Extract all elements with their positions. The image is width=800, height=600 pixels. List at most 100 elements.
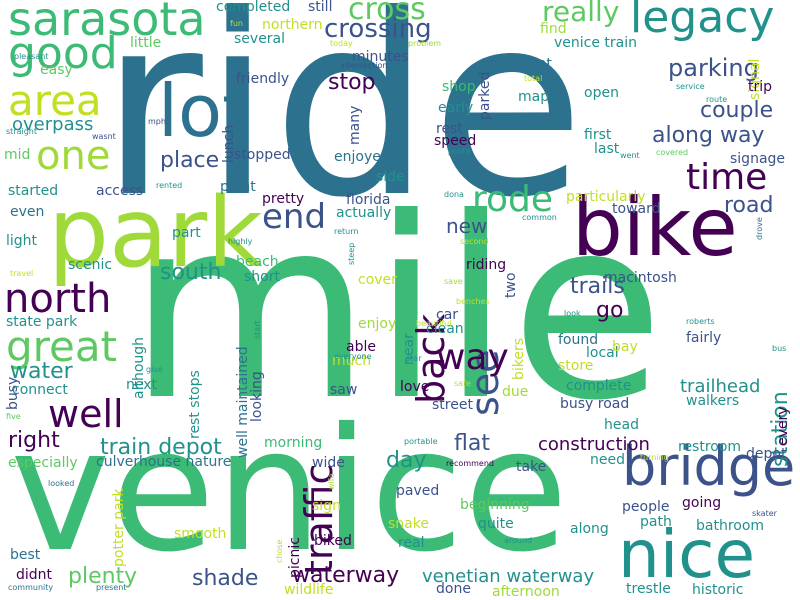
word-time: time <box>686 157 768 198</box>
word-present: present <box>96 583 127 592</box>
word-great: great <box>6 322 118 371</box>
word-plenty: plenty <box>68 564 138 589</box>
word-toward: toward <box>612 201 661 217</box>
word-day: day <box>386 448 427 473</box>
word-fun: fun <box>230 19 243 28</box>
word-look: look <box>564 309 581 318</box>
word-way: way <box>436 337 509 378</box>
word-star: star <box>406 354 422 363</box>
word-love: love <box>400 379 430 395</box>
word-take: take <box>516 459 547 475</box>
word-local: local <box>586 345 619 361</box>
word-venetian-waterway: venetian waterway <box>422 566 595 587</box>
word-light: light <box>6 233 38 249</box>
word-route: route <box>706 95 728 104</box>
word-second: second <box>460 237 489 246</box>
word-restroom: restroom <box>678 439 742 455</box>
word-speed: speed <box>434 133 477 149</box>
word-parking: parking <box>668 54 759 82</box>
word-go: go <box>596 298 624 323</box>
word-busy-road: busy road <box>560 396 630 412</box>
word-intersection: intersection <box>340 61 388 70</box>
word-park: park <box>48 177 263 289</box>
word-bikers: bikers <box>511 338 527 381</box>
word-cross: cross <box>348 0 426 27</box>
word-done: done <box>436 581 471 597</box>
word-enjoy: enjoy <box>358 316 397 332</box>
word-train-depot: train depot <box>100 435 222 460</box>
word-overpass: overpass <box>12 114 94 135</box>
word-clean: clean <box>426 321 464 337</box>
word-along: along <box>570 521 609 537</box>
word-going: going <box>682 495 722 511</box>
word-even: even <box>10 204 45 220</box>
word-legacy: legacy <box>630 0 775 43</box>
word-several: several <box>234 31 286 47</box>
word-minutes: minutes <box>352 49 409 65</box>
word-straight: straight <box>6 127 38 136</box>
word-parked: parked <box>477 71 493 121</box>
word-total: total <box>524 74 543 83</box>
word-start: start <box>253 320 262 339</box>
word-five: five <box>6 412 21 421</box>
word-construction: construction <box>538 434 650 455</box>
word-wide: wide <box>312 455 345 471</box>
word-street: street <box>432 397 473 413</box>
word-lot: lot <box>158 69 251 153</box>
word-trailhead: trailhead <box>680 376 761 397</box>
word-historic: historic <box>692 582 744 598</box>
word-polite: polite <box>448 147 471 156</box>
word-wasnt: wasnt <box>92 132 116 141</box>
word-last: last <box>594 141 620 157</box>
word-able: able <box>346 339 376 355</box>
word-trestle: trestle <box>626 581 671 597</box>
word-stop: stop <box>328 70 376 95</box>
word-started: started <box>8 183 59 199</box>
word-service: service <box>676 82 705 91</box>
word-trails: trails <box>570 274 625 299</box>
word-fairly: fairly <box>686 330 722 346</box>
word-path: path <box>640 514 672 530</box>
word-macintosh: macintosh <box>604 270 677 286</box>
word-waterway: waterway <box>292 563 400 588</box>
word-early: early <box>438 100 474 116</box>
word-every: every <box>775 406 791 447</box>
word-open: open <box>584 85 619 101</box>
word-dont: dont <box>520 56 552 72</box>
word-potter-park: potter park <box>111 488 127 568</box>
word-really: really <box>542 0 620 28</box>
word-shop: shop <box>442 79 476 95</box>
word-bike: bike <box>572 181 738 274</box>
word-drove: drove <box>755 217 764 240</box>
word-much: much <box>332 353 372 369</box>
word-trip: trip <box>748 79 773 95</box>
word-little: little <box>130 35 162 51</box>
word-right: right <box>8 428 60 453</box>
word-didnt: didnt <box>16 567 53 583</box>
word-shade: shade <box>192 566 259 591</box>
word-return: return <box>334 227 359 236</box>
word-good: good <box>8 28 118 79</box>
word-rented: rented <box>156 181 183 190</box>
word-place: place <box>160 148 220 173</box>
word-venice-train: venice train <box>554 35 638 51</box>
word-save: save <box>444 277 463 286</box>
word-northern: northern <box>262 17 323 33</box>
word-crossing: crossing <box>324 14 432 44</box>
word-actually: actually <box>336 205 392 221</box>
word-flat: flat <box>454 431 490 456</box>
word-found: found <box>558 332 599 348</box>
word-due: due <box>502 384 529 400</box>
word-looking: looking <box>249 370 265 422</box>
word-recommend: recommend <box>446 459 494 468</box>
word-community: community <box>8 583 54 592</box>
word-sign: sign <box>312 498 341 514</box>
word-bathroom: bathroom <box>696 518 765 534</box>
word-rest: rest <box>436 121 463 137</box>
word-paved: paved <box>396 483 440 499</box>
word-bay: bay <box>612 339 638 355</box>
word-bus: bus <box>772 344 787 353</box>
word-need: need <box>590 452 625 468</box>
word-steep: steep <box>347 242 356 265</box>
word-around: around <box>504 536 533 545</box>
